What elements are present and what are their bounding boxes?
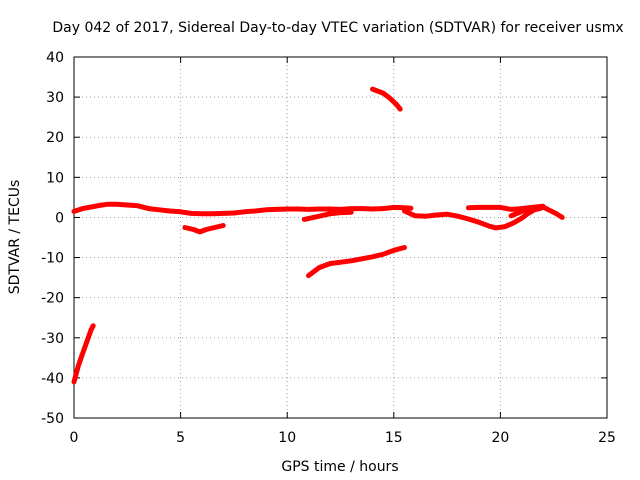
y-tick-label: -50: [41, 411, 64, 427]
y-tick-labels: -50 -40 -30 -20 -10 0 10 20 30 40: [41, 50, 64, 427]
x-tick-label: 20: [491, 430, 509, 446]
x-tick-labels: 0 5 10 15 20 25: [70, 430, 616, 446]
x-tick-label: 5: [176, 430, 185, 446]
series-arc-3: [182, 223, 226, 235]
y-tick-label: 20: [46, 130, 64, 146]
chart-title: Day 042 of 2017, Sidereal Day-to-day VTE…: [52, 20, 623, 36]
series-arc-5: [301, 209, 354, 222]
grid-lines: [74, 57, 607, 418]
y-tick-label: -40: [41, 371, 64, 387]
axis-ticks: [73, 56, 608, 419]
x-axis-label: GPS time / hours: [281, 459, 398, 475]
series-arc-9: [508, 204, 565, 220]
y-tick-label: 0: [55, 210, 64, 226]
x-tick-label: 0: [70, 430, 79, 446]
y-axis-label: SDTVAR / TECUs: [7, 180, 23, 295]
series-arc-6: [370, 86, 403, 112]
series-arc-4: [306, 245, 407, 279]
y-tick-label: -20: [41, 291, 64, 307]
y-tick-label: 30: [46, 90, 64, 106]
y-tick-label: 10: [46, 170, 64, 186]
plot-frame: [73, 56, 608, 419]
series-arc-2: [71, 201, 414, 217]
series-arc-7: [402, 205, 544, 231]
data-series: [71, 86, 565, 385]
series-arc-1: [71, 323, 96, 385]
y-tick-label: -10: [41, 251, 64, 267]
y-tick-label: -30: [41, 331, 64, 347]
x-tick-label: 10: [278, 430, 296, 446]
x-tick-label: 15: [385, 430, 403, 446]
y-tick-label: 40: [46, 50, 64, 66]
x-tick-label: 25: [598, 430, 616, 446]
